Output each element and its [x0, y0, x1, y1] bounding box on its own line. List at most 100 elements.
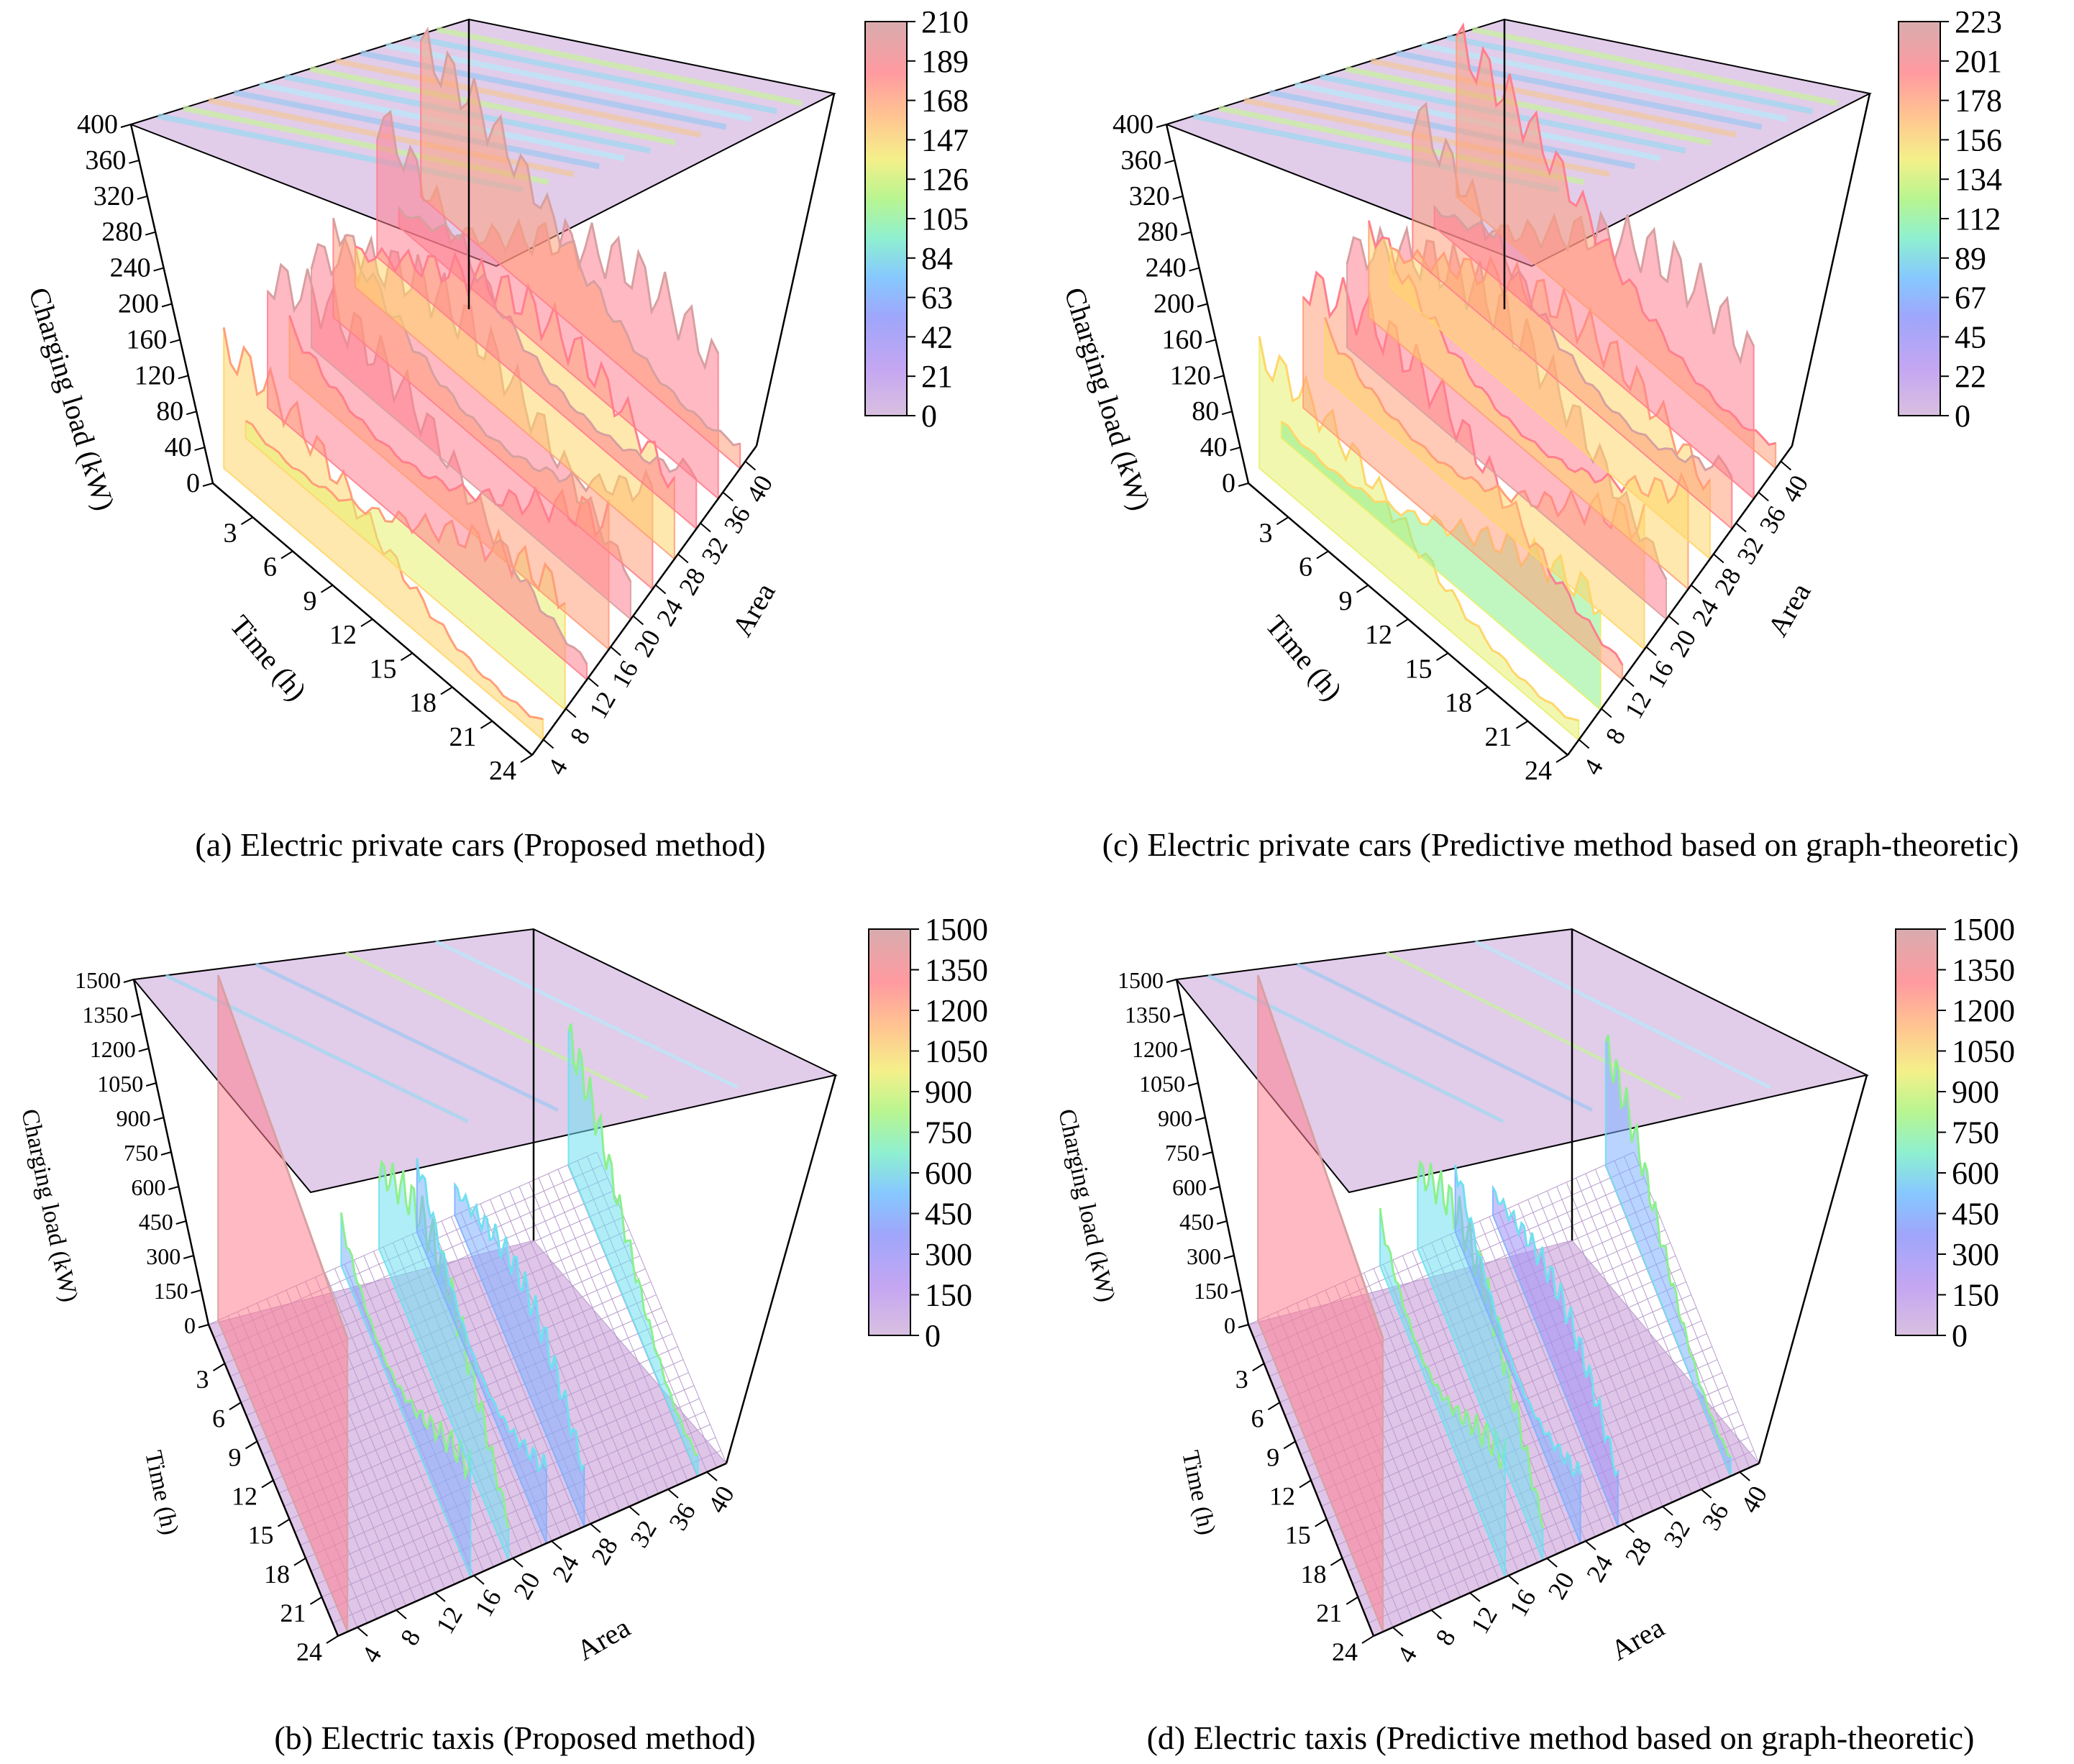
area-tick-label: 12 [583, 687, 621, 723]
z-tick [131, 1013, 142, 1018]
colorbar-tick-label: 22 [1955, 359, 1986, 394]
time-tick [1316, 550, 1329, 559]
surface-ridge-crest [454, 1184, 585, 1473]
area-tick-label: 8 [1430, 1624, 1461, 1650]
colorbar-tick-label: 150 [925, 1278, 972, 1313]
area-tick [1735, 522, 1747, 533]
z-tick [1205, 339, 1216, 344]
area-tick-label: 16 [1504, 1584, 1542, 1621]
panel-c-surface [1258, 22, 1777, 742]
z-tick-label: 280 [1137, 217, 1178, 247]
time-tick-label: 6 [1251, 1404, 1264, 1432]
area-tick-label: 4 [542, 754, 573, 780]
projection-stripe [165, 974, 469, 1123]
colorbar-tick-label: 1500 [1952, 912, 2015, 947]
z-tick [145, 1082, 157, 1087]
z-tick-label: 1200 [90, 1036, 136, 1062]
area-tick-label: 28 [1620, 1532, 1658, 1569]
time-tick-label: 3 [196, 1365, 209, 1394]
panel-b-ylabel: Area [571, 1611, 636, 1667]
time-tick-label: 9 [1266, 1443, 1279, 1471]
panel-b-xlabel: Time (h) [140, 1448, 183, 1537]
time-tick [520, 754, 533, 763]
z-tick [1173, 1013, 1184, 1018]
floor-grid-line [1604, 1164, 1731, 1477]
surface-ridge-crest [1379, 1207, 1507, 1470]
z-tick-label: 320 [93, 181, 134, 211]
time-tick-label: 24 [296, 1637, 322, 1666]
colorbar-tick-label: 150 [1952, 1278, 1999, 1313]
z-tick-label: 1050 [1139, 1071, 1185, 1097]
colorbar-tick-label: 112 [1955, 201, 2001, 237]
time-tick-label: 3 [224, 518, 237, 548]
area-tick [1601, 708, 1612, 718]
z-tick [1172, 195, 1184, 200]
time-tick-label: 6 [1299, 552, 1312, 582]
area-tick-label: 8 [1600, 723, 1632, 749]
area-tick-label: 4 [1392, 1642, 1423, 1668]
colorbar-tick-label: 134 [1955, 162, 2002, 197]
panel-a-surface [222, 27, 741, 742]
z-tick [202, 483, 214, 487]
floor-grid-line [509, 1190, 639, 1503]
time-tick-label: 3 [1259, 518, 1273, 548]
floor-grid-line [1585, 1173, 1712, 1486]
panel-d-colorbar: 0 150 300 450 600 750 900 1050 1200 1350 1500 [1895, 912, 2015, 1353]
projection-stripe [1474, 939, 1771, 1089]
colorbar-tick-label: 21 [921, 359, 953, 394]
colorbar-tick-label: 84 [921, 241, 953, 276]
colorbar-tick-label: 1200 [1952, 993, 2015, 1028]
z-tick-label: 150 [1194, 1278, 1228, 1304]
projection-stripe [1471, 26, 1839, 106]
panel-a-ylabel: Area [726, 577, 782, 641]
floor-grid-line [548, 1173, 678, 1486]
colorbar-tick-label: 1200 [925, 993, 988, 1028]
area-tick [706, 1471, 718, 1481]
z-tick [178, 375, 189, 380]
panel-b-colorbar: 0 150 300 450 600 750 900 1050 1200 1350 1500 [868, 912, 988, 1353]
area-tick [1690, 584, 1702, 595]
surface-ridge-crest [1454, 1164, 1582, 1478]
floor-grid-line [1412, 1251, 1538, 1563]
area-tick [654, 584, 667, 595]
time-tick [261, 1479, 274, 1489]
colorbar-tick-label: 1050 [1952, 1034, 2015, 1069]
area-tick-label: 40 [741, 470, 779, 507]
colorbar-tick-label: 63 [921, 280, 953, 316]
time-tick-label: 21 [280, 1599, 306, 1627]
time-tick [1396, 618, 1409, 627]
panel-b-surface [216, 974, 699, 1632]
z-tick-label: 360 [85, 145, 126, 175]
z-tick-label: 1500 [75, 967, 121, 993]
area-tick-label: 24 [1581, 1550, 1619, 1586]
z-tick-label: 450 [1179, 1209, 1214, 1235]
z-tick-label: 0 [186, 468, 200, 498]
z-tick [153, 267, 164, 272]
time-tick [1252, 1363, 1265, 1371]
z-tick-label: 240 [110, 253, 151, 283]
time-tick-label: 6 [263, 552, 277, 582]
surface-ridge-crest [1416, 1159, 1544, 1529]
area-tick-label: 28 [585, 1532, 623, 1569]
time-tick [1330, 1557, 1343, 1566]
time-tick-label: 18 [1301, 1560, 1327, 1589]
panel-c-ylabel: Area [1761, 577, 1817, 641]
projection-stripe [1370, 58, 1737, 138]
area-tick [744, 460, 757, 471]
z-tick [1209, 1186, 1220, 1190]
z-tick [123, 979, 134, 983]
z-tick-label: 0 [184, 1312, 196, 1338]
colorbar-tick-label: 105 [921, 201, 969, 237]
z-tick [1180, 1048, 1192, 1052]
floor-grid-line [1373, 1268, 1499, 1581]
z-tick [183, 1255, 194, 1259]
z-tick [191, 1289, 201, 1294]
area-tick-label: 16 [606, 656, 644, 693]
time-tick-label: 12 [232, 1482, 257, 1511]
panel-a-zlabel: Charging load (kW) [22, 283, 121, 514]
time-tick-label: 24 [1332, 1637, 1358, 1666]
area-tick-label: 40 [1776, 470, 1814, 507]
z-tick [1166, 979, 1177, 983]
z-tick-label: 80 [1192, 396, 1219, 426]
